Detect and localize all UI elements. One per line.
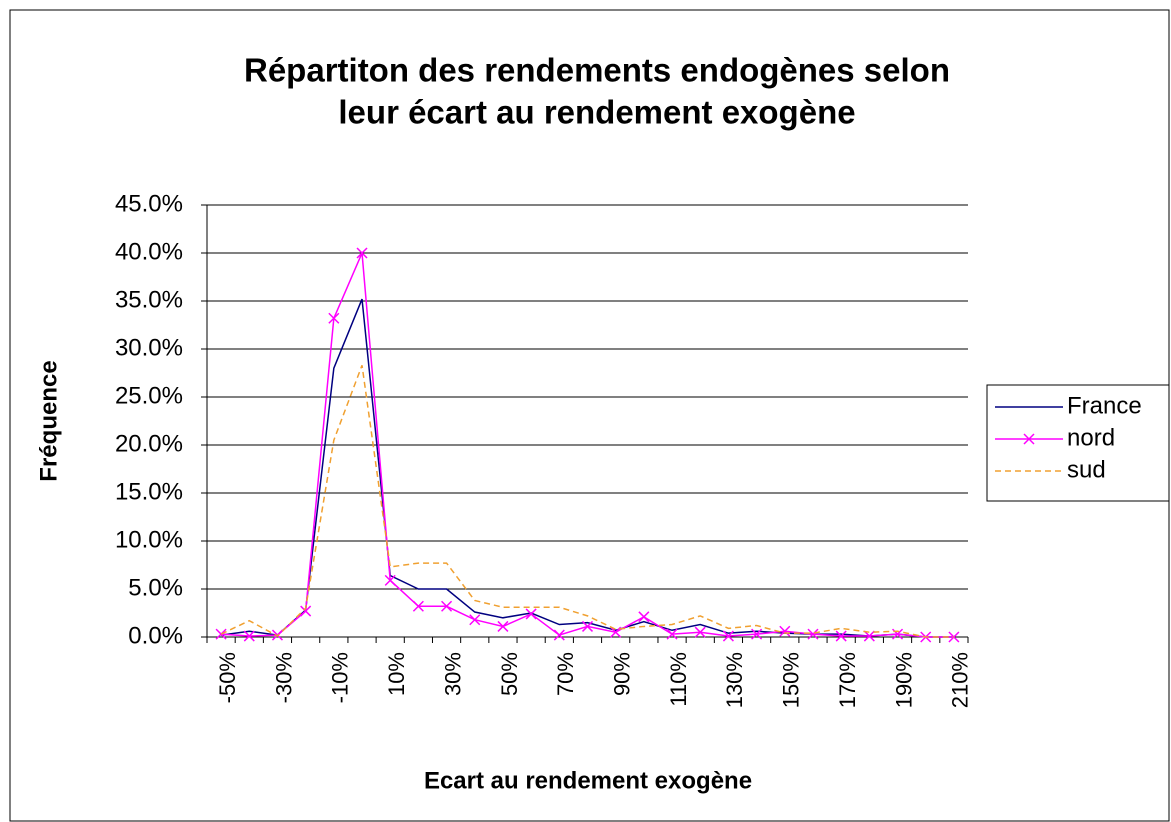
x-tick-label: 10% bbox=[384, 652, 409, 696]
series-marker bbox=[243, 630, 255, 642]
series-marker bbox=[525, 608, 537, 620]
series-line bbox=[220, 298, 954, 638]
y-axis-title: Fréquence bbox=[35, 360, 62, 481]
series-marker bbox=[497, 620, 509, 632]
x-tick-label: 170% bbox=[835, 652, 860, 708]
x-tick-label: 150% bbox=[779, 652, 804, 708]
x-tick-label: 210% bbox=[948, 652, 973, 708]
y-tick-label: 0.0% bbox=[128, 622, 183, 649]
y-tick-label: 45.0% bbox=[115, 190, 183, 217]
series-marker bbox=[412, 600, 424, 612]
x-tick-label: -30% bbox=[271, 652, 296, 703]
x-tick-label: 30% bbox=[440, 652, 465, 696]
series-marker bbox=[751, 628, 763, 640]
x-tick-label: 50% bbox=[497, 652, 522, 696]
x-axis-title: Ecart au rendement exogène bbox=[424, 767, 752, 794]
series-marker bbox=[638, 611, 650, 623]
x-tick-label: 70% bbox=[553, 652, 578, 696]
x-tick-label: 130% bbox=[722, 652, 747, 708]
series-marker bbox=[835, 630, 847, 642]
series-marker bbox=[356, 247, 368, 259]
y-tick-label: 30.0% bbox=[115, 334, 183, 361]
series-marker bbox=[722, 630, 734, 642]
legend-label: sud bbox=[1067, 456, 1106, 483]
x-tick-label: -10% bbox=[328, 652, 353, 703]
series-marker bbox=[300, 605, 312, 617]
series-marker bbox=[666, 628, 678, 640]
chart-border bbox=[9, 9, 1170, 822]
chart-title: Répartiton des rendements endogènes selo… bbox=[244, 52, 950, 89]
y-tick-label: 40.0% bbox=[115, 238, 183, 265]
x-tick-label: 90% bbox=[609, 652, 634, 696]
series-marker bbox=[863, 630, 875, 642]
series-marker bbox=[694, 626, 706, 638]
chart-title: leur écart au rendement exogène bbox=[338, 94, 855, 131]
legend-marker bbox=[1023, 433, 1035, 445]
x-tick-label: 190% bbox=[891, 652, 916, 708]
series-marker bbox=[807, 628, 819, 640]
legend-label: France bbox=[1067, 392, 1142, 419]
legend-label: nord bbox=[1067, 424, 1115, 451]
x-tick-label: 110% bbox=[666, 652, 691, 707]
series-marker bbox=[553, 629, 565, 641]
legend-box bbox=[986, 384, 1170, 502]
series-line bbox=[220, 365, 954, 638]
series-marker bbox=[328, 312, 340, 324]
series-marker bbox=[384, 574, 396, 586]
x-tick-label: -50% bbox=[215, 652, 240, 703]
y-tick-label: 10.0% bbox=[115, 526, 183, 553]
series-marker bbox=[779, 625, 791, 637]
y-tick-label: 15.0% bbox=[115, 478, 183, 505]
y-tick-label: 20.0% bbox=[115, 430, 183, 457]
y-tick-label: 5.0% bbox=[128, 574, 183, 601]
series-marker bbox=[469, 614, 481, 626]
series-marker bbox=[441, 600, 453, 612]
series-marker bbox=[610, 626, 622, 638]
y-tick-label: 35.0% bbox=[115, 286, 183, 313]
y-tick-label: 25.0% bbox=[115, 382, 183, 409]
series-marker bbox=[581, 620, 594, 632]
